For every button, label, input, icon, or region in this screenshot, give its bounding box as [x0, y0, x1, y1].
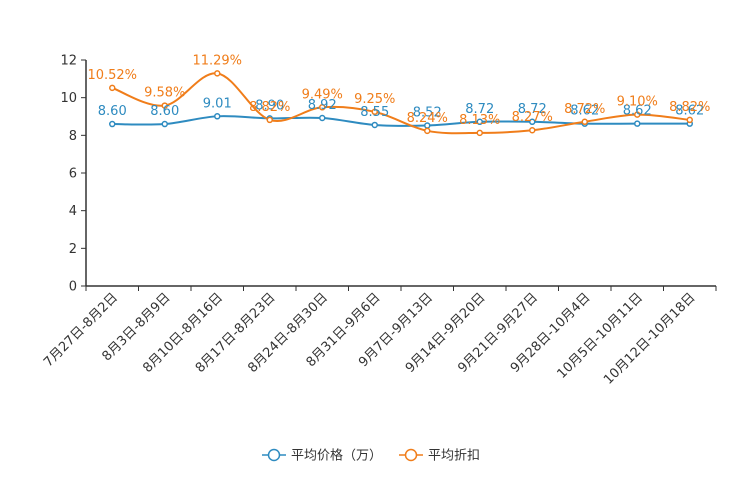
x-axis: 7月27日-8月2日8月3日-8月9日8月10日-8月16日8月17日-8月23…	[41, 285, 717, 388]
x-tick-label: 10月12日-10月18日	[601, 290, 698, 387]
y-tick-label: 10	[60, 91, 77, 106]
data-label: 8.90	[255, 98, 284, 113]
y-tick-label: 8	[69, 129, 77, 144]
y-axis: 0 2 4 6 8 10 12	[60, 54, 87, 295]
series-points	[109, 70, 693, 137]
data-labels: 8.60 8.60 9.01 8.90 8.92 8.55 8.52 8.72 8.72 8.62…	[87, 53, 710, 128]
data-point[interactable]	[214, 70, 221, 77]
data-label: 8.55	[360, 105, 389, 120]
data-label: 8.82%	[249, 100, 290, 115]
data-label: 8.24%	[407, 111, 448, 126]
data-label: 11.29%	[192, 53, 242, 68]
data-label: 8.27%	[512, 110, 553, 125]
data-point[interactable]	[161, 102, 168, 109]
y-tick-label: 6	[69, 167, 77, 182]
legend-item-1[interactable]: 平均折扣	[399, 449, 480, 464]
data-point[interactable]	[529, 118, 536, 126]
data-point[interactable]	[214, 113, 221, 120]
y-tick-label: 0	[69, 280, 77, 295]
data-label: 9.10%	[617, 95, 658, 110]
data-point[interactable]	[371, 108, 378, 116]
y-tick-label: 4	[69, 204, 77, 219]
data-label: 10.52%	[87, 68, 137, 83]
data-label: 8.13%	[459, 113, 500, 128]
data-label: 8.52	[413, 106, 442, 121]
data-point[interactable]	[634, 120, 641, 127]
legend-marker-icon	[404, 448, 418, 462]
data-label: 8.92	[308, 98, 337, 113]
data-label: 8.62	[675, 104, 704, 119]
data-label: 8.60	[98, 104, 127, 119]
data-point[interactable]	[109, 84, 116, 92]
legend-label: 平均价格（万）	[291, 448, 382, 464]
series-line-0	[112, 115, 690, 127]
data-label: 8.72%	[564, 102, 605, 117]
data-label: 9.01	[203, 96, 232, 111]
data-label: 9.58%	[144, 86, 185, 101]
data-label: 9.25%	[354, 92, 395, 107]
data-point[interactable]	[581, 118, 588, 126]
data-point[interactable]	[476, 129, 483, 137]
legend-item-0[interactable]: 平均价格（万）	[262, 448, 382, 464]
data-label: 8.82%	[669, 100, 710, 115]
legend-label: 平均折扣	[428, 449, 480, 464]
data-point[interactable]	[371, 121, 378, 129]
data-point[interactable]	[266, 116, 273, 124]
data-point[interactable]	[109, 120, 116, 128]
data-point[interactable]	[686, 116, 693, 124]
data-point[interactable]	[634, 111, 641, 118]
data-label: 8.62	[623, 104, 652, 119]
data-label: 8.72	[518, 102, 547, 117]
data-point[interactable]	[529, 126, 536, 134]
data-label: 8.62	[570, 104, 599, 119]
data-point[interactable]	[319, 104, 326, 111]
data-point[interactable]	[424, 127, 431, 135]
data-label: 8.60	[150, 104, 179, 119]
y-tick-label: 2	[69, 242, 77, 257]
data-point[interactable]	[319, 114, 326, 122]
legend-marker-icon	[267, 448, 281, 462]
data-point[interactable]	[161, 120, 168, 128]
y-tick-label: 12	[60, 54, 77, 69]
data-point[interactable]	[476, 118, 483, 126]
data-label: 9.49%	[302, 87, 343, 102]
legend[interactable]: 平均价格（万） 平均折扣	[262, 448, 480, 464]
data-label: 8.72	[465, 102, 494, 117]
